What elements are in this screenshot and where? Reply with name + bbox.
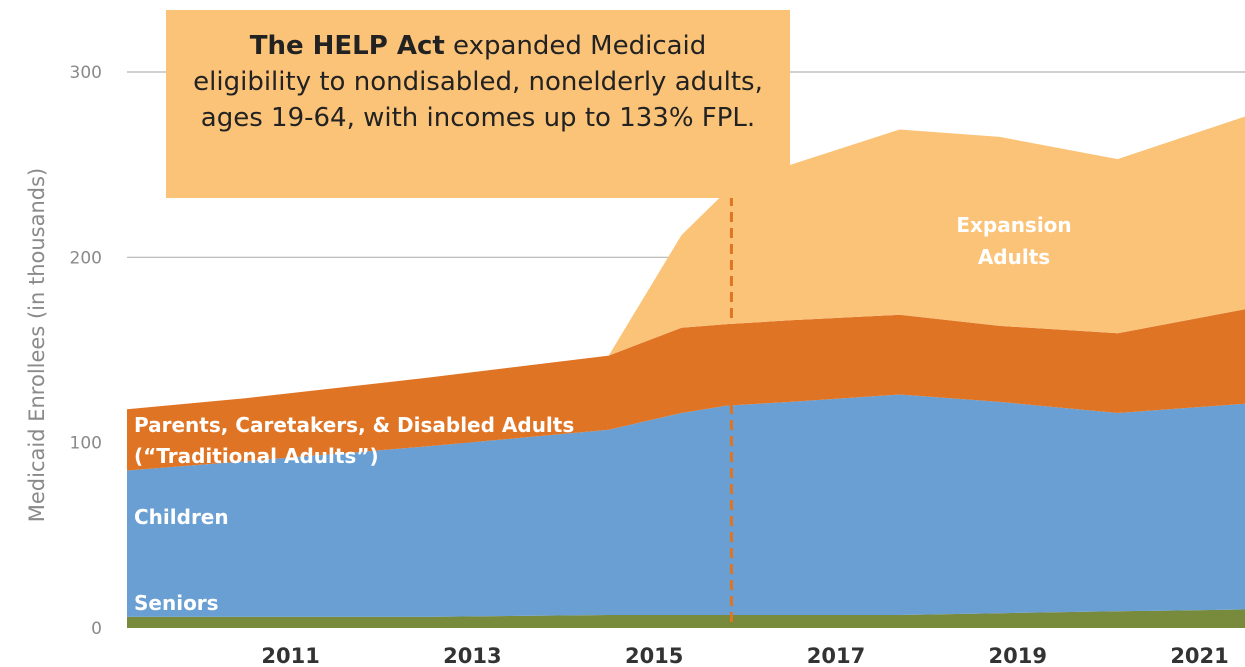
x-tick-2013: 2013	[443, 644, 501, 667]
x-tick-2017: 2017	[807, 644, 865, 667]
expansion-adults-label-line1: Expansion	[956, 213, 1071, 237]
seniors-area	[127, 609, 1245, 628]
seniors-label: Seniors	[134, 591, 219, 615]
x-axis-ticks: 2011 2013 2015 2017 2019 2021	[261, 644, 1228, 667]
y-axis-label: Medicaid Enrollees (in thousands)	[25, 168, 49, 522]
y-tick-300: 300	[70, 63, 102, 83]
area-series-group	[127, 116, 1245, 628]
x-tick-2011: 2011	[261, 644, 319, 667]
traditional-adults-label-line2: (“Traditional Adults”)	[134, 444, 379, 468]
y-tick-200: 200	[70, 248, 102, 268]
traditional-adults-label-line1: Parents, Caretakers, & Disabled Adults	[134, 413, 574, 437]
expansion-adults-label-line2: Adults	[978, 245, 1050, 269]
traditional-adults-area	[127, 309, 1245, 471]
y-tick-0: 0	[91, 619, 102, 639]
y-axis-ticks: 0 100 200 300	[70, 63, 102, 639]
x-tick-2021: 2021	[1170, 644, 1228, 667]
children-label: Children	[134, 505, 229, 529]
x-tick-2015: 2015	[625, 644, 683, 667]
y-tick-100: 100	[70, 434, 102, 454]
help-act-callout: The HELP Act expanded Medicaid eligibili…	[166, 10, 790, 198]
x-tick-2019: 2019	[989, 644, 1047, 667]
callout-bold-text: The HELP Act	[249, 31, 445, 61]
children-area	[127, 394, 1245, 617]
callout-text: expanded Medicaid eligibility to nondisa…	[193, 31, 763, 133]
